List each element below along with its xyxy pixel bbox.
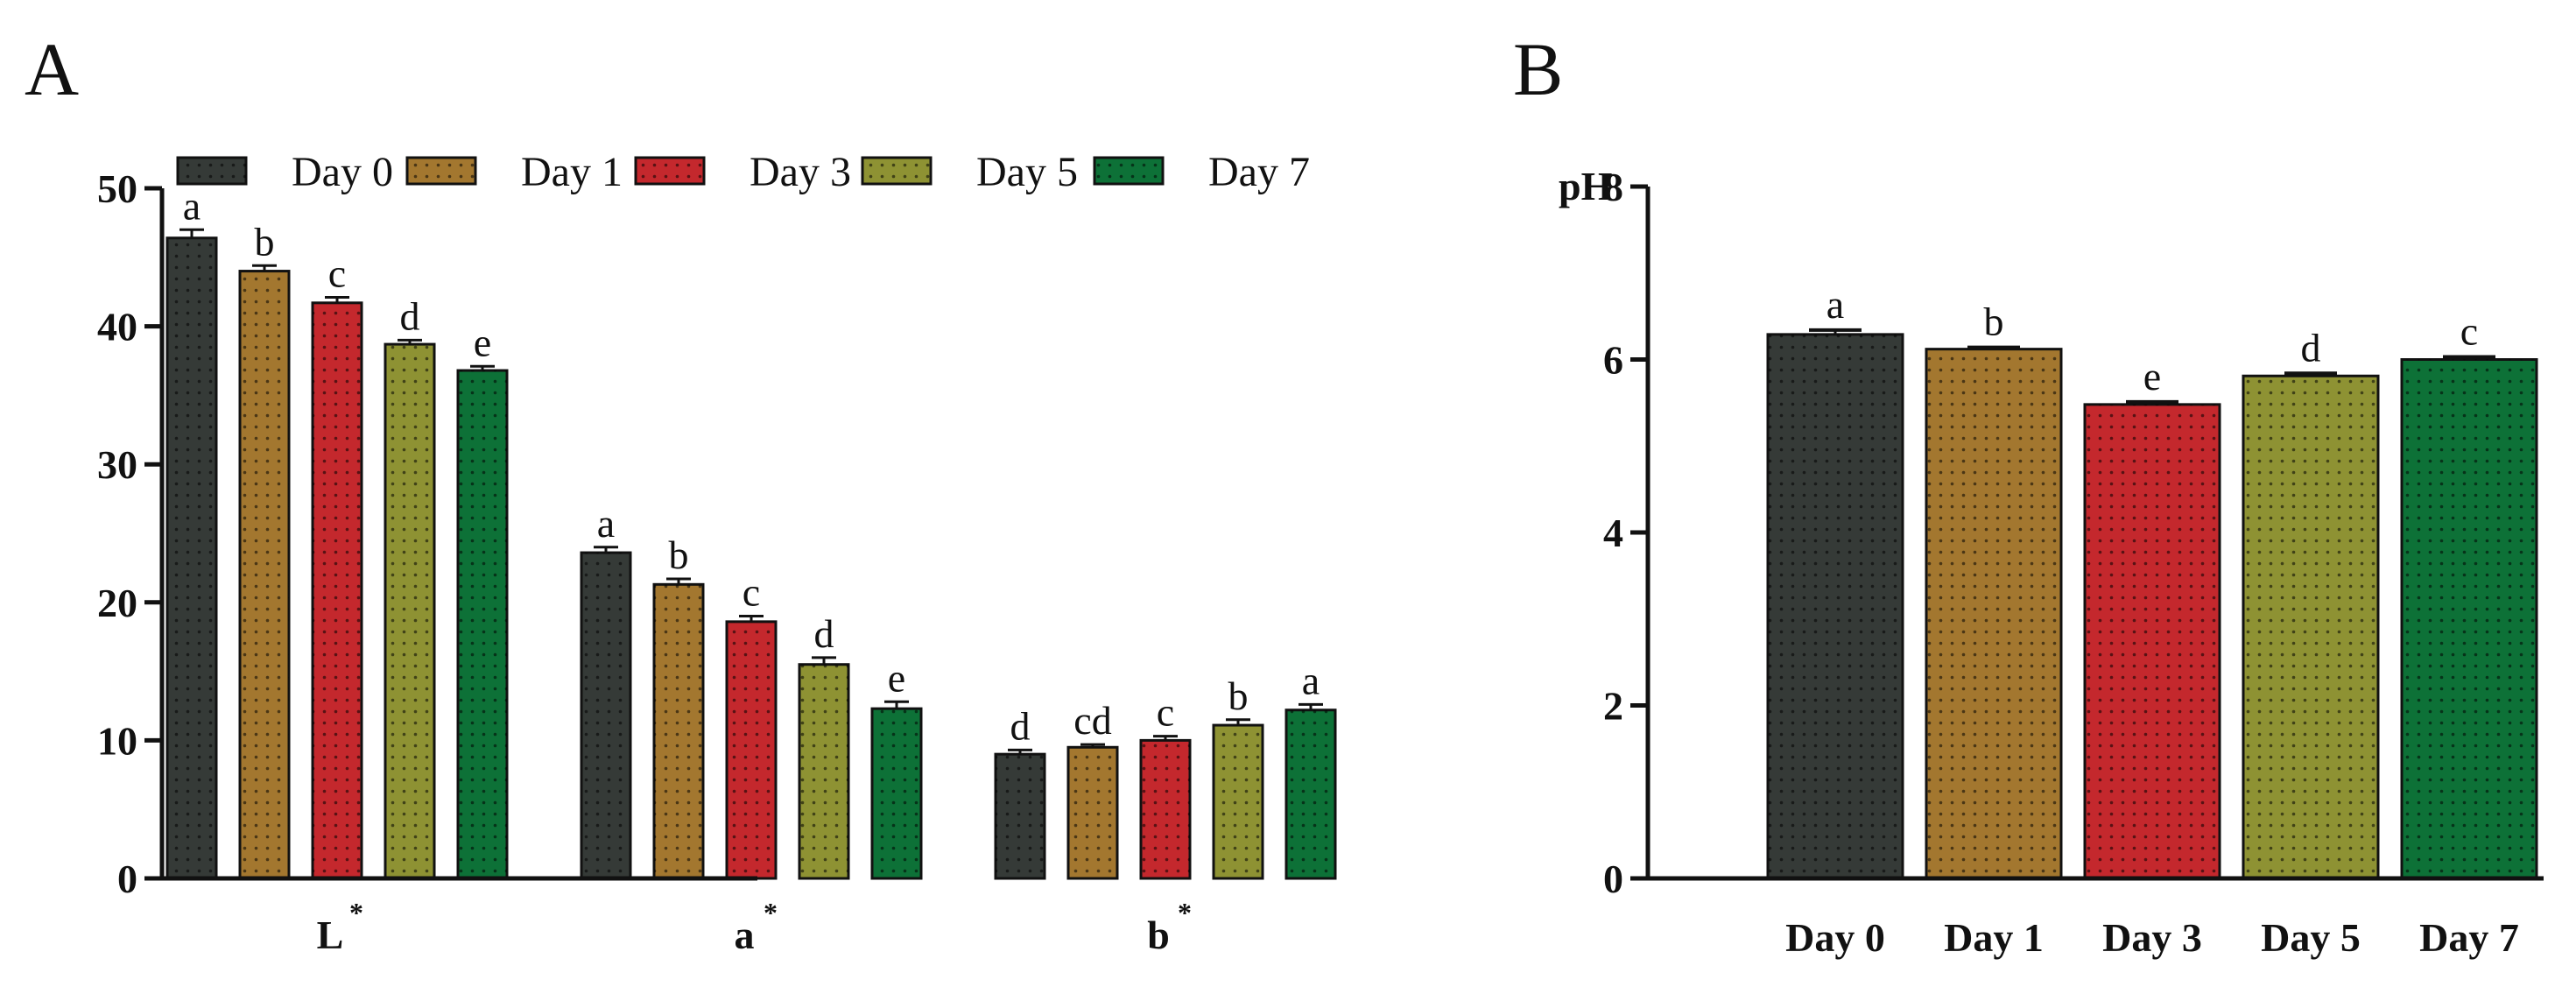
bar-texture xyxy=(240,271,289,878)
bar-texture xyxy=(1768,334,1903,878)
bar-texture xyxy=(654,584,703,878)
significance-letter: e xyxy=(888,655,905,700)
y-tick-label: 50 xyxy=(97,166,137,211)
bar-texture xyxy=(1286,709,1335,878)
x-category-label: L xyxy=(317,913,344,957)
y-tick-label: 0 xyxy=(117,857,137,901)
bar-texture xyxy=(1214,725,1263,878)
legend-swatch-texture xyxy=(862,158,931,184)
significance-letter: e xyxy=(474,320,491,364)
significance-letter: b xyxy=(669,532,689,577)
legend-label: Day 5 xyxy=(976,149,1078,195)
x-category-label: Day 0 xyxy=(1785,915,1885,960)
significance-letter: b xyxy=(1228,673,1249,718)
significance-letter: c xyxy=(743,570,760,615)
legend-label: Day 0 xyxy=(292,149,393,195)
y-tick-label: 40 xyxy=(97,305,137,349)
legend-swatch-texture xyxy=(1094,158,1163,184)
panel-a-y-axis: 0 10 20 30 40 50 xyxy=(97,166,165,901)
x-category-label: b xyxy=(1147,913,1170,957)
x-category-label: a xyxy=(735,913,755,957)
significance-letter: a xyxy=(1826,282,1844,327)
legend-label: Day 7 xyxy=(1208,149,1310,195)
panel-a-chart: A Day 0 Day 1 Day 3 Day 5 Day 7 01020304050 … xyxy=(25,27,1337,957)
legend-label: Day 3 xyxy=(750,149,851,195)
bar-texture xyxy=(1926,349,2061,878)
x-category-label: Day 5 xyxy=(2261,915,2361,960)
significance-letter: c xyxy=(328,251,346,296)
bar-texture xyxy=(313,302,362,879)
significance-letter: d xyxy=(400,293,420,338)
x-category-superscript: * xyxy=(349,897,363,928)
panel-a-legend: Day 0 Day 1 Day 3 Day 5 Day 7 xyxy=(176,149,1310,195)
significance-letter: c xyxy=(2460,309,2478,354)
bar-texture xyxy=(167,237,216,879)
bar-texture xyxy=(996,754,1045,878)
bar-texture xyxy=(799,664,848,878)
significance-letter: d xyxy=(814,611,834,656)
y-tick-label: 10 xyxy=(97,718,137,763)
significance-letter: d xyxy=(1010,703,1031,748)
significance-letter: e xyxy=(2143,354,2161,398)
panel-b-bars: a b e d c xyxy=(1766,282,2538,880)
bar-texture xyxy=(727,621,776,878)
y-tick-label: 0 xyxy=(1603,857,1623,901)
bar-texture xyxy=(1068,747,1117,878)
legend-swatch-texture xyxy=(178,158,246,184)
legend-swatch-texture xyxy=(636,158,704,184)
x-category-label: Day 1 xyxy=(1944,915,2044,960)
bar-texture xyxy=(385,344,434,878)
bar-texture xyxy=(2243,376,2378,878)
y-tick-label: 30 xyxy=(97,442,137,487)
x-category-superscript: * xyxy=(1178,897,1192,928)
bar-texture xyxy=(2402,359,2537,878)
x-category-superscript: * xyxy=(764,897,778,928)
legend-swatch-texture xyxy=(407,158,475,184)
y-tick-label: 20 xyxy=(97,581,137,625)
significance-letter: b xyxy=(255,219,275,264)
bar-texture xyxy=(2085,404,2220,879)
panel-b-x-axis: Day 0 Day 1 Day 3 Day 5 Day 7 xyxy=(1648,876,2544,960)
x-category-label: Day 3 xyxy=(2102,915,2202,960)
significance-letter: c xyxy=(1157,690,1174,735)
panel-b-y-axis: 0 2 4 6 8 xyxy=(1603,165,1650,901)
bar-texture xyxy=(581,553,630,878)
significance-letter: a xyxy=(1302,658,1320,702)
significance-letter: d xyxy=(2301,325,2321,370)
bar-texture xyxy=(872,708,921,878)
panel-a-x-axis: L * a * b * xyxy=(162,876,1192,957)
significance-letter: a xyxy=(597,501,615,546)
y-tick-label: 4 xyxy=(1603,511,1623,555)
bar-texture xyxy=(1141,740,1190,878)
significance-letter: a xyxy=(183,183,201,228)
panel-b-label: B xyxy=(1513,27,1563,111)
panel-a-label: A xyxy=(25,27,79,111)
x-category-label: Day 7 xyxy=(2419,915,2519,960)
bar-texture xyxy=(458,370,507,879)
significance-letter: cd xyxy=(1073,698,1111,743)
panel-b-y-axis-title: pH xyxy=(1559,164,1613,208)
y-tick-label: 8 xyxy=(1603,165,1623,209)
significance-letter: b xyxy=(1984,300,2004,344)
legend-label: Day 1 xyxy=(521,149,623,195)
y-tick-label: 2 xyxy=(1603,684,1623,729)
y-tick-label: 6 xyxy=(1603,338,1623,383)
